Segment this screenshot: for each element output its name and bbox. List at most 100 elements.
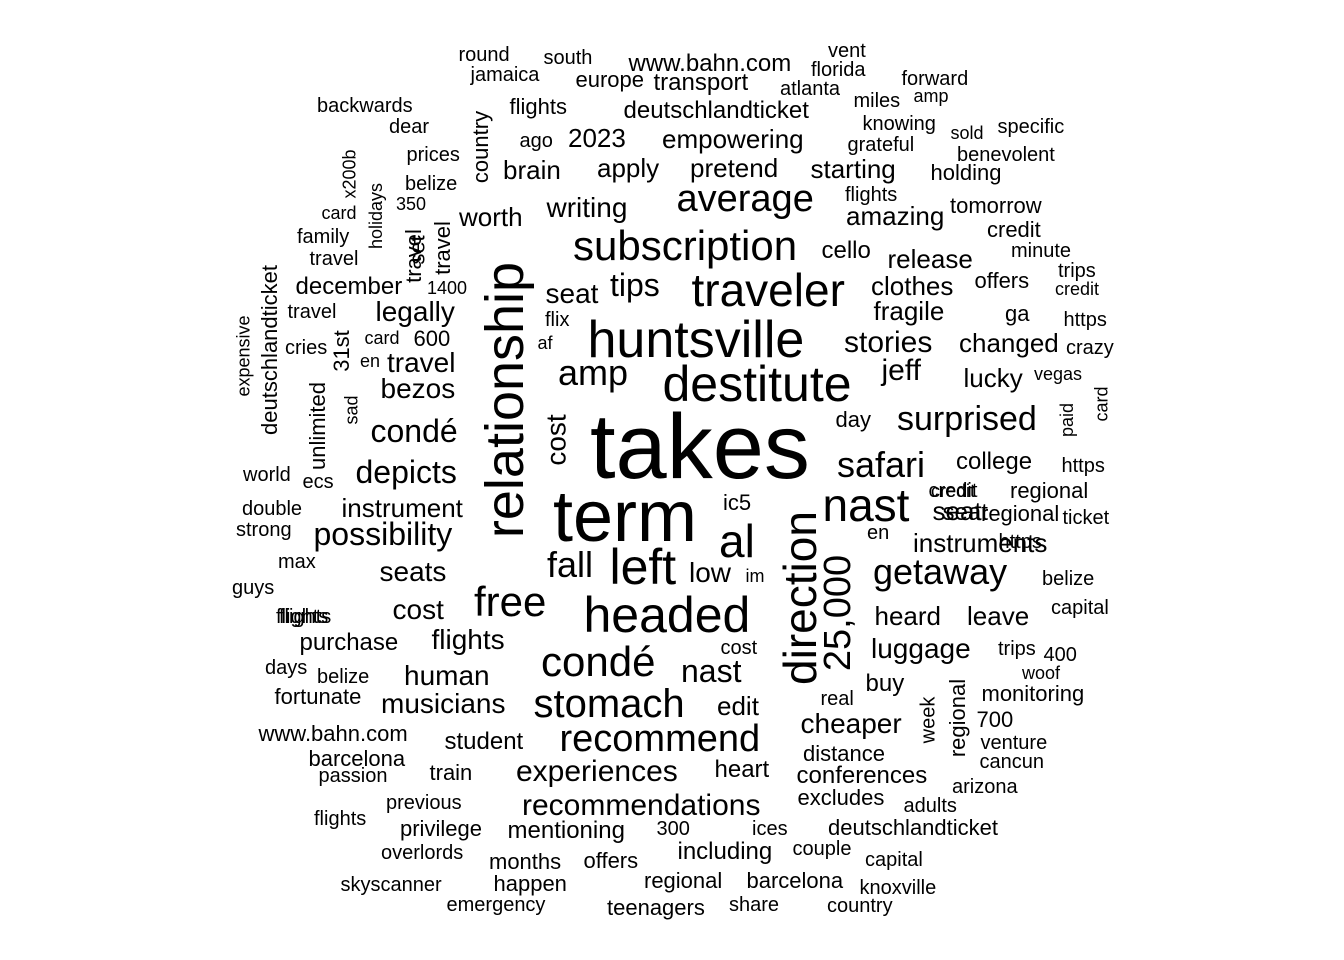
cloud-word: florida bbox=[811, 59, 866, 81]
cloud-word: couple bbox=[792, 838, 852, 860]
cloud-word: barcelona bbox=[308, 746, 406, 771]
cloud-word: excludes bbox=[797, 785, 885, 810]
cloud-word: https bbox=[1061, 455, 1105, 477]
cloud-word: 600 bbox=[413, 326, 451, 351]
cloud-word: luggage bbox=[871, 633, 971, 664]
cloud-word: december bbox=[295, 273, 403, 300]
cloud-word: world bbox=[243, 464, 291, 486]
cloud-word: teenagers bbox=[607, 895, 705, 920]
cloud-word: cries bbox=[285, 337, 328, 359]
cloud-word: bezos bbox=[380, 373, 456, 404]
cloud-word: clothes bbox=[871, 271, 954, 301]
cloud-word: legally bbox=[375, 296, 455, 327]
cloud-word: takes bbox=[590, 396, 810, 498]
cloud-word: prices bbox=[406, 144, 460, 166]
cloud-word: al bbox=[719, 515, 755, 567]
cloud-word: mentioning bbox=[507, 817, 625, 844]
cloud-word: 31st bbox=[328, 330, 354, 372]
cloud-word: trips bbox=[998, 638, 1036, 660]
cloud-word: transport bbox=[653, 69, 749, 96]
cloud-word: possibility bbox=[313, 516, 453, 552]
cloud-word: human bbox=[404, 660, 490, 691]
cloud-word: deutschlandticket bbox=[623, 97, 809, 124]
cloud-word: months bbox=[489, 849, 562, 874]
cloud-word: days bbox=[265, 657, 308, 679]
cloud-word: depicts bbox=[355, 454, 457, 490]
cloud-word: belize bbox=[1042, 568, 1095, 590]
cloud-word: deutschlandticket bbox=[257, 265, 282, 435]
cloud-word: atlanta bbox=[780, 78, 841, 100]
cloud-word: flights bbox=[314, 808, 367, 830]
cloud-word: www.bahn.com bbox=[258, 721, 408, 746]
cloud-word: including bbox=[677, 838, 773, 865]
cloud-word: distance bbox=[803, 741, 885, 766]
cloud-word: edit bbox=[717, 691, 759, 721]
cloud-word: forward bbox=[901, 68, 969, 90]
cloud-word: monitoring bbox=[981, 681, 1085, 706]
cloud-word: https bbox=[1063, 309, 1107, 331]
cloud-word: double bbox=[242, 498, 303, 520]
cloud-word: europe bbox=[575, 67, 645, 92]
cloud-word: im bbox=[745, 566, 765, 586]
cloud-word: travel bbox=[429, 221, 455, 275]
cloud-word: 25,000 bbox=[817, 554, 860, 672]
cloud-word: direction bbox=[773, 511, 826, 685]
cloud-word: 1400 bbox=[427, 278, 468, 298]
cloud-word: capital bbox=[1051, 597, 1109, 619]
cloud-word: grateful bbox=[847, 134, 915, 156]
cloud-word: flights bbox=[279, 606, 332, 628]
cloud-word: crazy bbox=[1066, 337, 1114, 359]
cloud-word: af bbox=[537, 333, 553, 353]
cloud-word: condé bbox=[370, 413, 458, 449]
cloud-word: stories bbox=[844, 326, 933, 359]
cloud-word: 700 bbox=[976, 707, 1014, 732]
cloud-word: cost bbox=[720, 637, 758, 659]
cloud-word: brain bbox=[503, 155, 561, 185]
cloud-word: country bbox=[468, 110, 494, 184]
cloud-word: relationship bbox=[475, 261, 536, 539]
cloud-word: en bbox=[360, 351, 381, 371]
cloud-word: tips bbox=[610, 267, 660, 303]
cloud-word: venture bbox=[980, 732, 1048, 754]
cloud-word: 300 bbox=[656, 818, 690, 840]
cloud-word: regional bbox=[644, 868, 723, 893]
cloud-word: flights bbox=[431, 624, 505, 655]
cloud-word: holding bbox=[930, 160, 1002, 185]
cloud-word: student bbox=[444, 728, 524, 755]
cloud-word: week bbox=[916, 696, 939, 744]
cloud-word: belize bbox=[405, 173, 458, 195]
cloud-word: leave bbox=[967, 601, 1030, 631]
cloud-word: barcelona bbox=[746, 868, 844, 893]
cloud-word: heart bbox=[714, 756, 770, 783]
cloud-word: 400 bbox=[1043, 644, 1077, 666]
cloud-word: stomach bbox=[533, 682, 685, 726]
cloud-word: ecs bbox=[302, 471, 334, 493]
cloud-word: deutschlandticket bbox=[828, 815, 998, 840]
cloud-word: seats bbox=[379, 556, 447, 587]
cloud-word: condé bbox=[541, 638, 656, 685]
cloud-word: ices bbox=[752, 818, 788, 840]
cloud-word: ticket bbox=[1062, 507, 1110, 529]
cloud-word: knowing bbox=[862, 113, 936, 135]
cloud-word: card bbox=[364, 328, 400, 348]
cloud-word: share bbox=[729, 894, 780, 916]
cloud-word: vegas bbox=[1034, 364, 1083, 384]
cloud-word: amp bbox=[558, 352, 629, 393]
cloud-word: changed bbox=[959, 328, 1059, 358]
cloud-word: card bbox=[1091, 386, 1112, 422]
cloud-word: fragile bbox=[873, 296, 945, 326]
cloud-word: country bbox=[827, 895, 893, 917]
cloud-word: getaway bbox=[873, 551, 1008, 592]
cloud-word: musicians bbox=[381, 688, 506, 719]
cloud-word: heard bbox=[874, 601, 942, 631]
cloud-word: apply bbox=[597, 153, 660, 183]
cloud-word: family bbox=[297, 226, 350, 248]
cloud-word: www.bahn.com bbox=[628, 50, 792, 77]
cloud-word: cost bbox=[392, 594, 444, 625]
cloud-word: offers bbox=[974, 268, 1030, 293]
cloud-word: guys bbox=[232, 577, 275, 599]
cloud-word: woof bbox=[1022, 663, 1061, 683]
cloud-word: tomorrow bbox=[950, 193, 1042, 218]
cloud-word: paid bbox=[1057, 402, 1078, 438]
